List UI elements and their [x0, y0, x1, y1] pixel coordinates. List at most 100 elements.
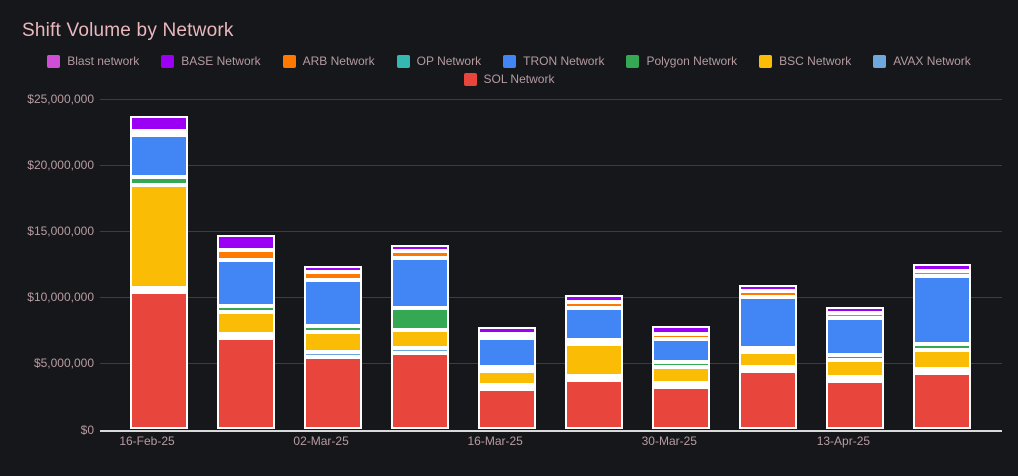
legend-swatch-icon	[161, 54, 175, 68]
bar-segment-avax-network[interactable]	[304, 352, 363, 357]
bar-segment-avax-network[interactable]	[565, 376, 624, 381]
bar-segment-base-network[interactable]	[913, 264, 972, 271]
bar-segment-bsc-network[interactable]	[217, 311, 276, 335]
bar-segment-sol-network[interactable]	[913, 373, 972, 430]
bar-segment-sol-network[interactable]	[565, 380, 624, 430]
stacked-bar-09-mar-25[interactable]	[391, 243, 450, 430]
bar-segment-avax-network[interactable]	[913, 369, 972, 374]
bar-segment-sol-network[interactable]	[217, 338, 276, 430]
bar-segment-tron-network[interactable]	[826, 318, 885, 355]
legend-swatch-icon	[626, 54, 640, 68]
bar-segment-arb-network[interactable]	[391, 251, 450, 258]
bar-segment-tron-network[interactable]	[565, 307, 624, 340]
bar-segment-bsc-network[interactable]	[130, 184, 188, 288]
bar-segment-tron-network[interactable]	[652, 338, 711, 362]
stacked-bar-13-apr-25[interactable]	[826, 307, 885, 430]
bar-segment-tron-network[interactable]	[217, 259, 276, 306]
bar-segment-tron-network[interactable]	[913, 276, 972, 345]
bar-segment-bsc-network[interactable]	[739, 352, 798, 367]
bar-segment-polygon-network[interactable]	[913, 344, 972, 351]
bar-segment-arb-network[interactable]	[565, 301, 624, 308]
gridline	[100, 99, 1002, 100]
bar-segment-bsc-network[interactable]	[913, 350, 972, 370]
bar-segment-polygon-network[interactable]	[565, 340, 624, 344]
bar-segment-arb-network[interactable]	[478, 333, 537, 338]
bar-segment-avax-network[interactable]	[391, 348, 450, 353]
legend-swatch-icon	[47, 54, 61, 68]
bar-segment-arb-network[interactable]	[913, 270, 972, 277]
legend-swatch-icon	[759, 54, 773, 68]
y-axis-tick-label: $10,000,000	[27, 290, 94, 305]
stacked-bar-23-feb-25[interactable]	[217, 233, 276, 430]
stacked-bar-16-feb-25[interactable]	[130, 115, 188, 430]
legend-item-base-network[interactable]: BASE Network	[161, 54, 261, 68]
x-axis-tick-label: 13-Apr-25	[816, 434, 871, 448]
bar-segment-arb-network[interactable]	[739, 290, 798, 298]
bar-segment-avax-network[interactable]	[217, 334, 276, 339]
legend-label: OP Network	[416, 54, 482, 68]
bar-segment-bsc-network[interactable]	[652, 366, 711, 383]
stacked-bar-30-mar-25[interactable]	[652, 326, 711, 430]
bar-segment-arb-network[interactable]	[217, 249, 276, 260]
bar-segment-bsc-network[interactable]	[826, 360, 885, 377]
bar-segment-tron-network[interactable]	[391, 257, 450, 308]
bar-segment-sol-network[interactable]	[739, 370, 798, 430]
bar-segment-avax-network[interactable]	[739, 366, 798, 371]
bar-segment-base-network[interactable]	[826, 307, 885, 314]
bar-segment-sol-network[interactable]	[304, 356, 363, 430]
legend-item-tron-network[interactable]: TRON Network	[503, 54, 604, 68]
bar-segment-polygon-network[interactable]	[217, 305, 276, 312]
bar-segment-polygon-network[interactable]	[130, 176, 188, 185]
bar-segment-polygon-network[interactable]	[391, 307, 450, 330]
legend-item-polygon-network[interactable]: Polygon Network	[626, 54, 737, 68]
legend-item-avax-network[interactable]: AVAX Network	[873, 54, 971, 68]
bar-segment-polygon-network[interactable]	[652, 361, 711, 367]
legend-label: BSC Network	[779, 54, 852, 68]
stacked-bar-02-mar-25[interactable]	[304, 264, 363, 430]
bar-segment-avax-network[interactable]	[130, 288, 188, 292]
bar-segment-tron-network[interactable]	[130, 134, 188, 177]
bar-segment-arb-network[interactable]	[652, 333, 711, 339]
stacked-bar-23-mar-25[interactable]	[565, 294, 624, 430]
bar-segment-sol-network[interactable]	[652, 386, 711, 430]
stacked-bar-20-apr-25[interactable]	[913, 264, 972, 430]
bar-segment-bsc-network[interactable]	[565, 344, 624, 377]
bar-segment-polygon-network[interactable]	[304, 326, 363, 333]
legend-item-bsc-network[interactable]: BSC Network	[759, 54, 851, 68]
bar-segment-polygon-network[interactable]	[739, 347, 798, 353]
bar-segment-avax-network[interactable]	[652, 382, 711, 387]
bar-segment-arb-network[interactable]	[304, 271, 363, 281]
bar-segment-tron-network[interactable]	[739, 297, 798, 348]
bar-segment-avax-network[interactable]	[826, 376, 885, 381]
bar-segment-avax-network[interactable]	[478, 384, 537, 389]
stacked-bar-06-apr-25[interactable]	[739, 284, 798, 430]
bar-segment-sol-network[interactable]	[826, 380, 885, 430]
bar-segment-sol-network[interactable]	[130, 292, 188, 430]
bar-segment-base-network[interactable]	[391, 245, 450, 252]
bar-segment-sol-network[interactable]	[478, 388, 537, 430]
bar-segment-sol-network[interactable]	[391, 352, 450, 430]
bar-segment-base-network[interactable]	[478, 327, 537, 334]
bar-segment-base-network[interactable]	[565, 294, 624, 302]
bar-segment-base-network[interactable]	[304, 265, 363, 272]
bar-segment-tron-network[interactable]	[304, 280, 363, 327]
stacked-bar-16-mar-25[interactable]	[478, 327, 537, 430]
bar-segment-base-network[interactable]	[130, 116, 188, 131]
legend-item-blast-network[interactable]: Blast network	[47, 54, 139, 68]
bar-segment-polygon-network[interactable]	[826, 354, 885, 361]
x-axis-line	[100, 429, 1002, 432]
bar-segment-arb-network[interactable]	[130, 130, 188, 135]
legend-item-sol-network[interactable]: SOL Network	[463, 72, 554, 86]
bar-segment-arb-network[interactable]	[826, 313, 885, 319]
bar-segment-polygon-network[interactable]	[478, 367, 537, 372]
legend-label: TRON Network	[523, 54, 605, 68]
bar-segment-base-network[interactable]	[217, 234, 276, 250]
bar-segment-base-network[interactable]	[652, 326, 711, 334]
bar-segment-bsc-network[interactable]	[478, 371, 537, 385]
bar-segment-tron-network[interactable]	[478, 337, 537, 368]
bar-segment-base-network[interactable]	[739, 284, 798, 291]
legend-item-op-network[interactable]: OP Network	[396, 54, 482, 68]
legend-item-arb-network[interactable]: ARB Network	[282, 54, 375, 68]
bar-segment-bsc-network[interactable]	[304, 332, 363, 353]
bar-segment-bsc-network[interactable]	[391, 329, 450, 349]
